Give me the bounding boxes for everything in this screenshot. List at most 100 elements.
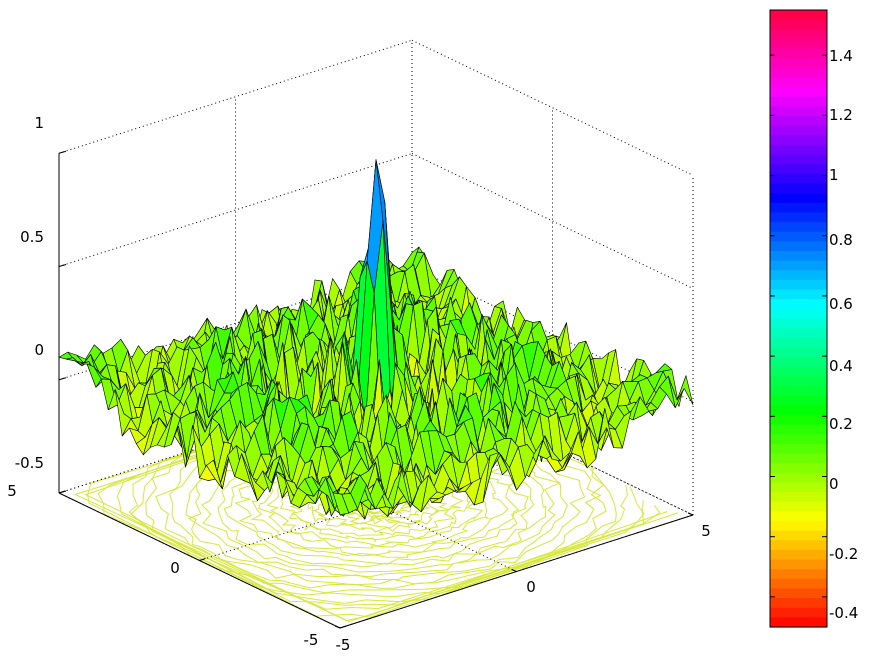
colorbar-band bbox=[770, 58, 827, 69]
y-tick bbox=[199, 558, 206, 561]
colorbar-band bbox=[770, 183, 827, 194]
z-tick bbox=[58, 377, 67, 381]
colorbar-tick-label: 0.8 bbox=[829, 231, 853, 249]
colorbar-band bbox=[770, 443, 827, 455]
colorbar-band bbox=[770, 366, 827, 377]
z-tick-label: 1 bbox=[34, 114, 44, 132]
colorbar-band bbox=[770, 472, 827, 483]
colorbar-band bbox=[770, 193, 827, 204]
colorbar-tick-label: 0.2 bbox=[829, 415, 853, 433]
z-tick bbox=[58, 264, 67, 267]
colorbar-band bbox=[770, 337, 827, 349]
grid-line bbox=[58, 39, 413, 154]
colorbar-band bbox=[770, 212, 827, 223]
colorbar-tick-label: -0.2 bbox=[829, 545, 858, 563]
colorbar-tick-label: 0.4 bbox=[829, 357, 853, 375]
colorbar-band bbox=[770, 559, 827, 570]
y-tick-label: -5 bbox=[304, 631, 319, 649]
colorbar-band bbox=[770, 520, 827, 532]
surface-patch bbox=[332, 492, 350, 516]
colorbar-tick-label: 1.2 bbox=[829, 106, 853, 124]
colorbar-band bbox=[770, 299, 827, 310]
z-tick-label: 0.5 bbox=[20, 228, 44, 246]
grid-line bbox=[58, 153, 413, 267]
z-tick bbox=[58, 150, 67, 154]
colorbar-band bbox=[770, 202, 827, 214]
colorbar-band bbox=[770, 578, 827, 590]
y-tick bbox=[58, 490, 66, 494]
colorbar-band bbox=[770, 376, 827, 387]
colorbar-band bbox=[770, 453, 827, 464]
colorbar-band bbox=[770, 501, 827, 512]
colorbar-band bbox=[770, 434, 827, 445]
colorbar-band bbox=[770, 222, 827, 233]
colorbar-band bbox=[770, 260, 827, 271]
colorbar-band bbox=[770, 308, 827, 320]
colorbar-tick-label: 1.4 bbox=[829, 47, 853, 65]
colorbar-band bbox=[770, 492, 827, 503]
axes-lines bbox=[58, 150, 694, 629]
colorbar-band bbox=[770, 67, 827, 79]
colorbar-band bbox=[770, 424, 827, 435]
colorbar-tick-label: 0 bbox=[829, 475, 839, 493]
colorbar-band bbox=[770, 231, 827, 242]
x-tick bbox=[511, 569, 517, 572]
y-tick-label: 0 bbox=[170, 559, 180, 577]
colorbar-band bbox=[770, 251, 827, 262]
colorbar-band bbox=[770, 10, 827, 21]
x-tick bbox=[334, 625, 341, 629]
colorbar-band bbox=[770, 144, 827, 156]
colorbar-tick-label: 1 bbox=[829, 166, 839, 184]
colorbar-frame bbox=[769, 9, 828, 628]
colorbar-band bbox=[770, 385, 827, 397]
colorbar-band bbox=[770, 87, 827, 98]
colorbar-band bbox=[770, 347, 827, 358]
x-tick-label: -5 bbox=[336, 636, 351, 654]
colorbar-band bbox=[770, 617, 827, 628]
grid-line bbox=[411, 153, 694, 289]
colorbar-band bbox=[770, 125, 827, 136]
colorbar-band bbox=[770, 173, 827, 185]
colorbar-band bbox=[770, 154, 827, 165]
colorbar-band bbox=[770, 405, 827, 416]
surface-plot bbox=[58, 159, 694, 520]
colorbar-band bbox=[770, 38, 827, 50]
z-tick-label: 0 bbox=[34, 341, 44, 359]
colorbar-band bbox=[770, 598, 827, 609]
colorbar-band bbox=[770, 96, 827, 108]
colorbar-tick-label: 0.6 bbox=[829, 295, 853, 313]
colorbar-band bbox=[770, 29, 827, 40]
colorbar-band bbox=[770, 607, 827, 618]
colorbar-ticks bbox=[770, 54, 827, 598]
colorbar-band bbox=[770, 270, 827, 281]
y-tick-label: 5 bbox=[7, 482, 17, 500]
colorbar-band bbox=[770, 482, 827, 493]
colorbar-band bbox=[770, 530, 827, 541]
colorbar-band bbox=[770, 116, 827, 127]
x-tick-label: 5 bbox=[701, 522, 711, 540]
colorbar-band bbox=[770, 549, 827, 561]
colorbar: -0.4 -0.2 0 0.2 0.4 0.6 0.8 1 1.2 1.4 bbox=[769, 9, 858, 628]
colorbar-band bbox=[770, 289, 827, 300]
colorbar-band bbox=[770, 328, 827, 339]
colorbar-band bbox=[770, 77, 827, 88]
colorbar-band bbox=[770, 569, 827, 580]
z-tick-label: -0.5 bbox=[15, 454, 44, 472]
colorbar-band bbox=[770, 463, 827, 474]
colorbar-band bbox=[770, 395, 827, 406]
y-tick bbox=[339, 625, 347, 629]
colorbar-band bbox=[770, 164, 827, 175]
colorbar-band bbox=[770, 135, 827, 146]
colorbar-band bbox=[770, 357, 827, 368]
colorbar-band bbox=[770, 106, 827, 117]
x-tick-label: 0 bbox=[526, 578, 536, 596]
colorbar-band bbox=[770, 511, 827, 522]
colorbar-band bbox=[770, 318, 827, 329]
colorbar-tick-label: -0.4 bbox=[829, 604, 858, 622]
colorbar-gradient bbox=[770, 10, 827, 628]
colorbar-band bbox=[770, 414, 827, 426]
colorbar-band bbox=[770, 241, 827, 252]
colorbar-band bbox=[770, 48, 827, 59]
colorbar-band bbox=[770, 588, 827, 599]
